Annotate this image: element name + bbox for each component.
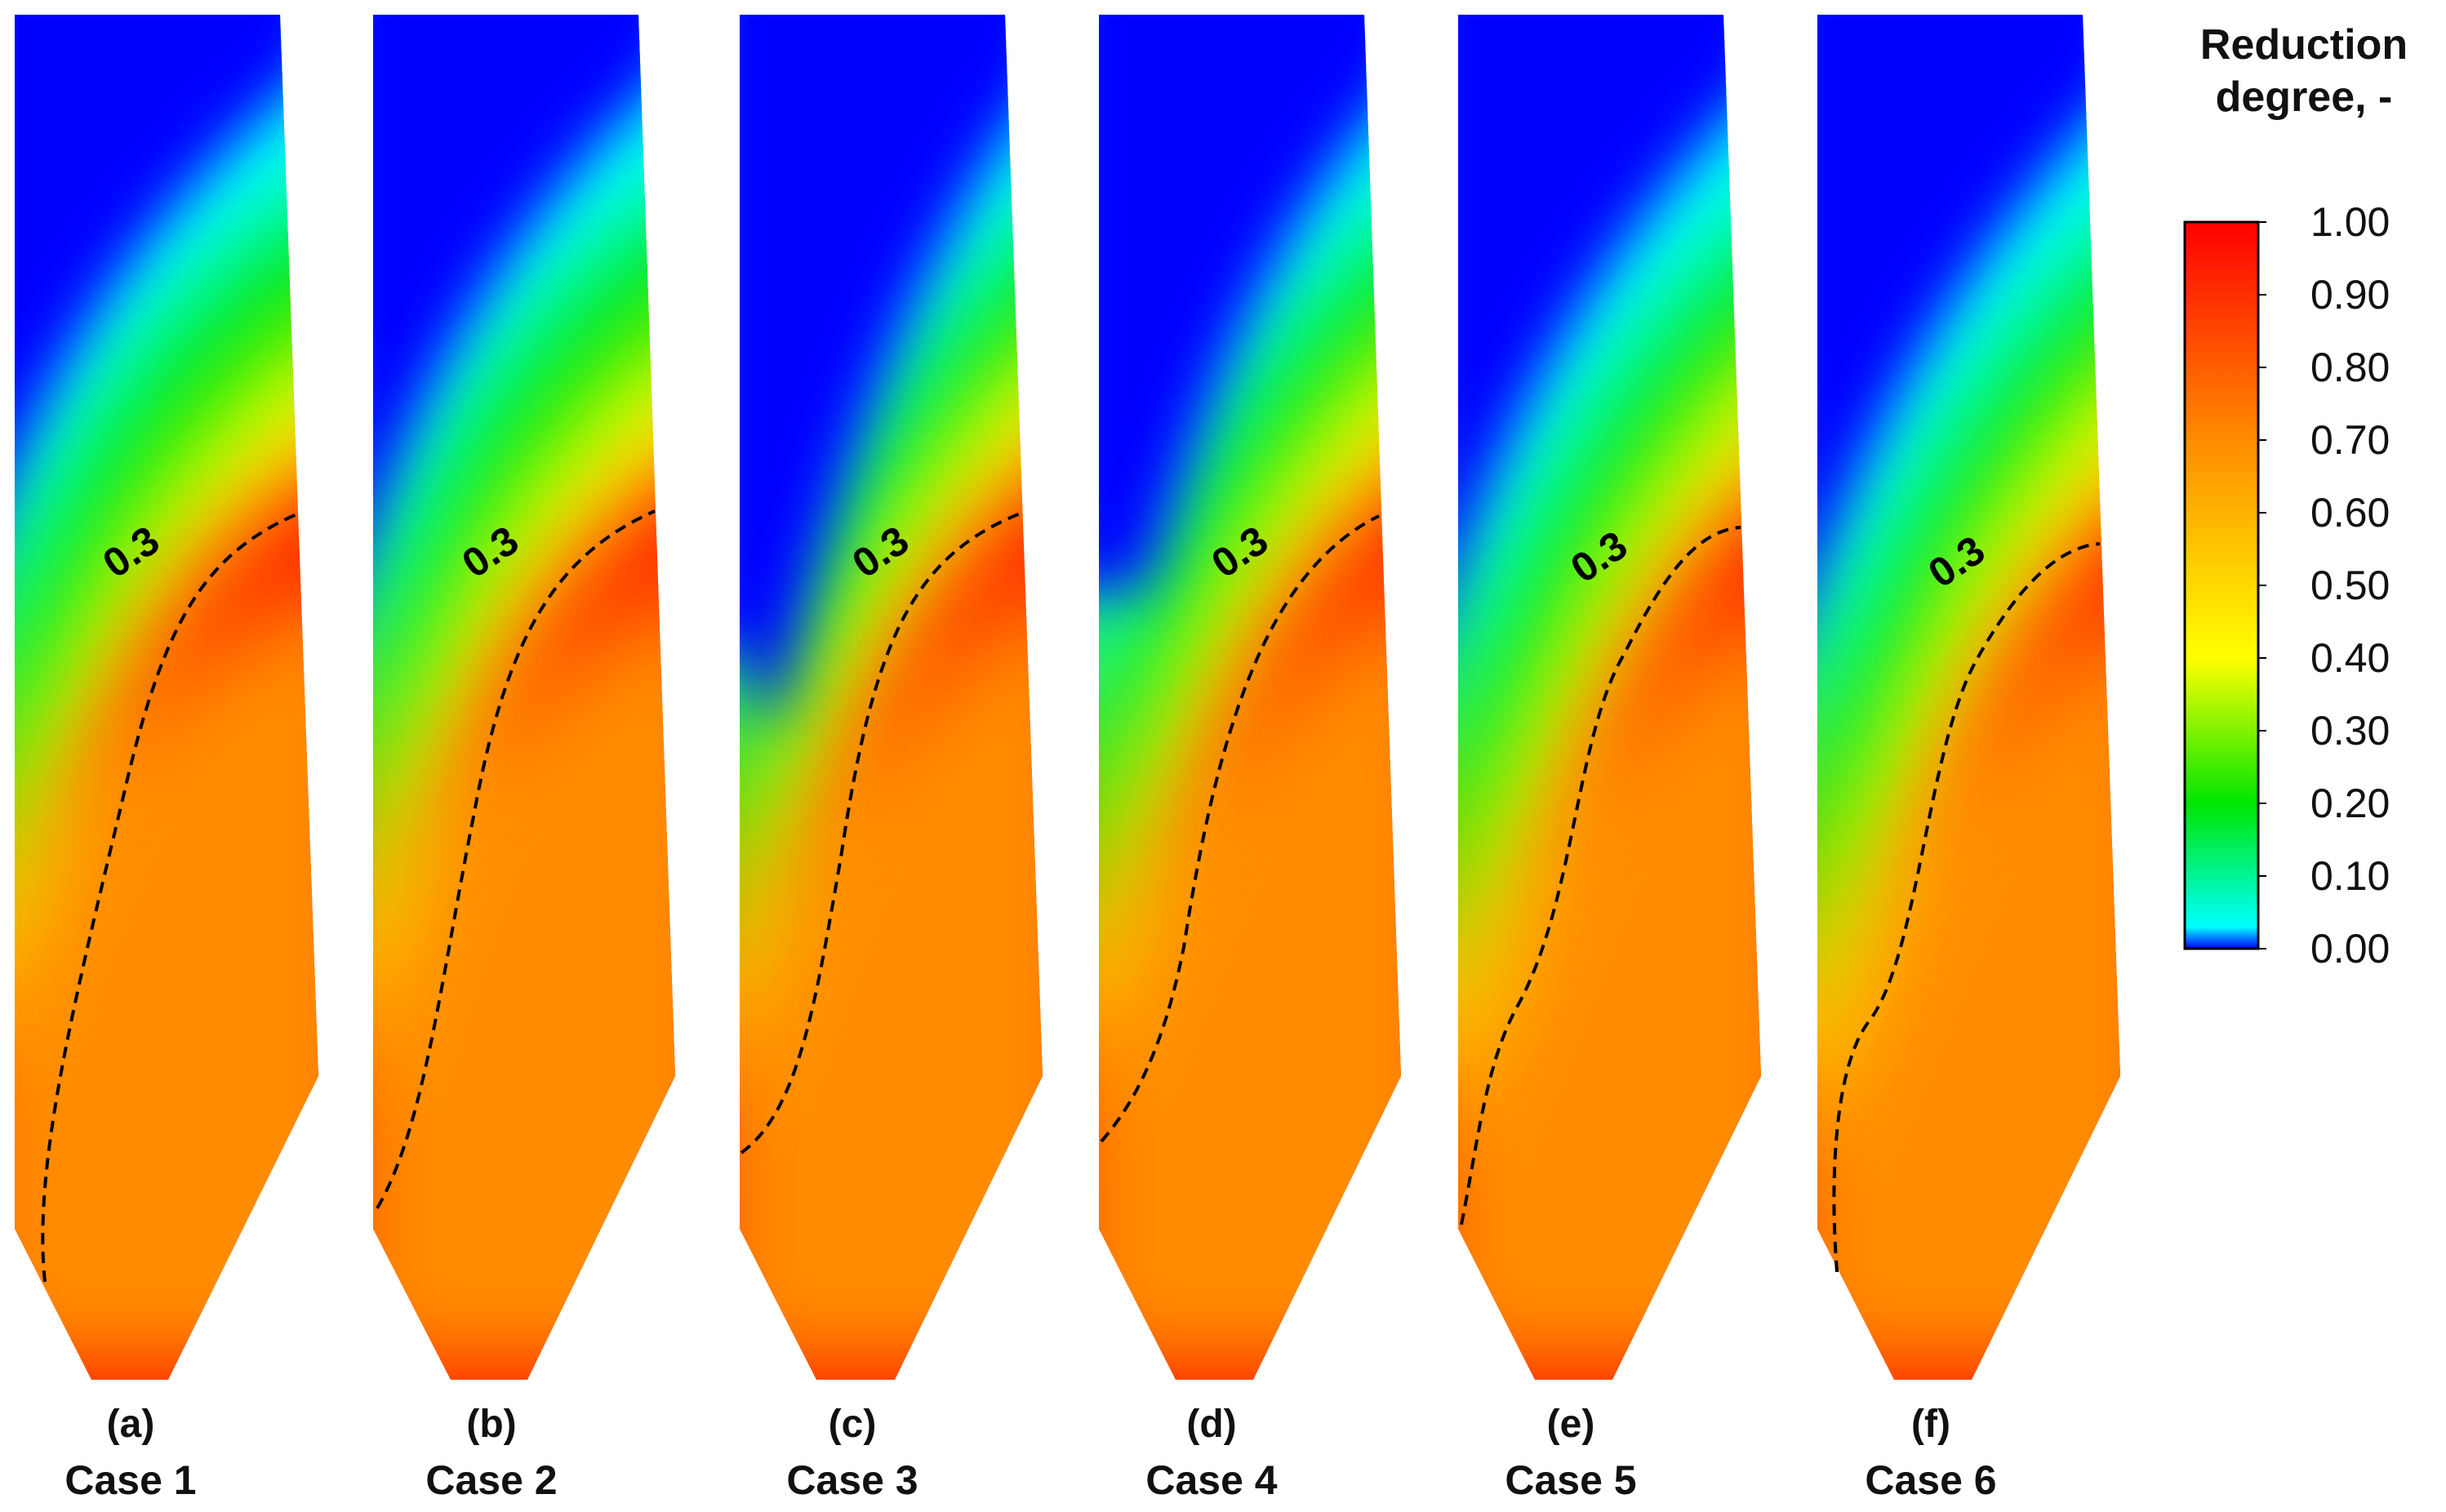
colorbar-title-line2: degree, -: [2216, 73, 2393, 121]
colorbar-tick-label: 1.00: [2310, 199, 2390, 245]
contour-line: [376, 509, 656, 1210]
panel-b: 0.3 (b) Case 2: [373, 15, 675, 1503]
field-map: [1817, 15, 2120, 1380]
field-map: [373, 15, 675, 1380]
panel-letter: (c): [829, 1403, 877, 1446]
panel-case: Case 1: [64, 1457, 196, 1503]
colorbar: Reduction degree, - 1.00 0.90 0.80 0.70 0.60…: [2183, 21, 2408, 972]
panel-c: 0.3 (c) Case 3: [740, 15, 1043, 1503]
panel-case: Case 2: [425, 1457, 557, 1503]
colorbar-tick-label: 0.60: [2310, 490, 2390, 536]
field-map: [1099, 15, 1401, 1380]
contour-line: [1832, 542, 2101, 1273]
colorbar-scale: [2183, 220, 2260, 950]
panel-letter: (b): [466, 1403, 516, 1446]
colorbar-tick-label: 0.00: [2310, 926, 2390, 972]
field-map: [1458, 15, 1761, 1380]
panel-letter: (a): [107, 1403, 155, 1446]
panel-a: 0.3 (a) Case 1: [15, 15, 318, 1503]
contour-line: [1100, 514, 1380, 1143]
panel-case: Case 4: [1145, 1457, 1277, 1503]
panel-letter: (e): [1547, 1403, 1595, 1446]
field-map: [740, 15, 1043, 1380]
field-map: [15, 15, 318, 1380]
colorbar-tick-label: 0.20: [2310, 780, 2390, 826]
colorbar-ticks: 1.00 0.90 0.80 0.70 0.60 0.50 0.40 0.30 0.20 0.10…: [2258, 199, 2390, 972]
panel-letter: (d): [1186, 1403, 1236, 1446]
colorbar-tick-label: 0.10: [2310, 853, 2390, 899]
panel-letter: (f): [1911, 1403, 1950, 1446]
colorbar-tick-label: 0.30: [2310, 708, 2390, 754]
panel-f: 0.3 (f) Case 6: [1817, 15, 2120, 1503]
panel-d: 0.3 (d) Case 4: [1099, 15, 1401, 1503]
panel-case: Case 5: [1505, 1457, 1636, 1503]
panel-case: Case 3: [786, 1457, 918, 1503]
panel-case: Case 6: [1865, 1457, 1996, 1503]
colorbar-tick-label: 0.80: [2310, 345, 2390, 390]
contour-line: [41, 513, 297, 1283]
colorbar-title-line1: Reduction: [2200, 21, 2408, 69]
colorbar-tick-label: 0.50: [2310, 563, 2390, 608]
contour-line: [740, 511, 1023, 1154]
colorbar-tick-label: 0.40: [2310, 635, 2390, 681]
panel-e: 0.3 (e) Case 5: [1458, 15, 1761, 1503]
colorbar-tick-label: 0.70: [2310, 417, 2390, 463]
colorbar-tick-label: 0.90: [2310, 272, 2390, 318]
contour-line: [1460, 526, 1741, 1225]
